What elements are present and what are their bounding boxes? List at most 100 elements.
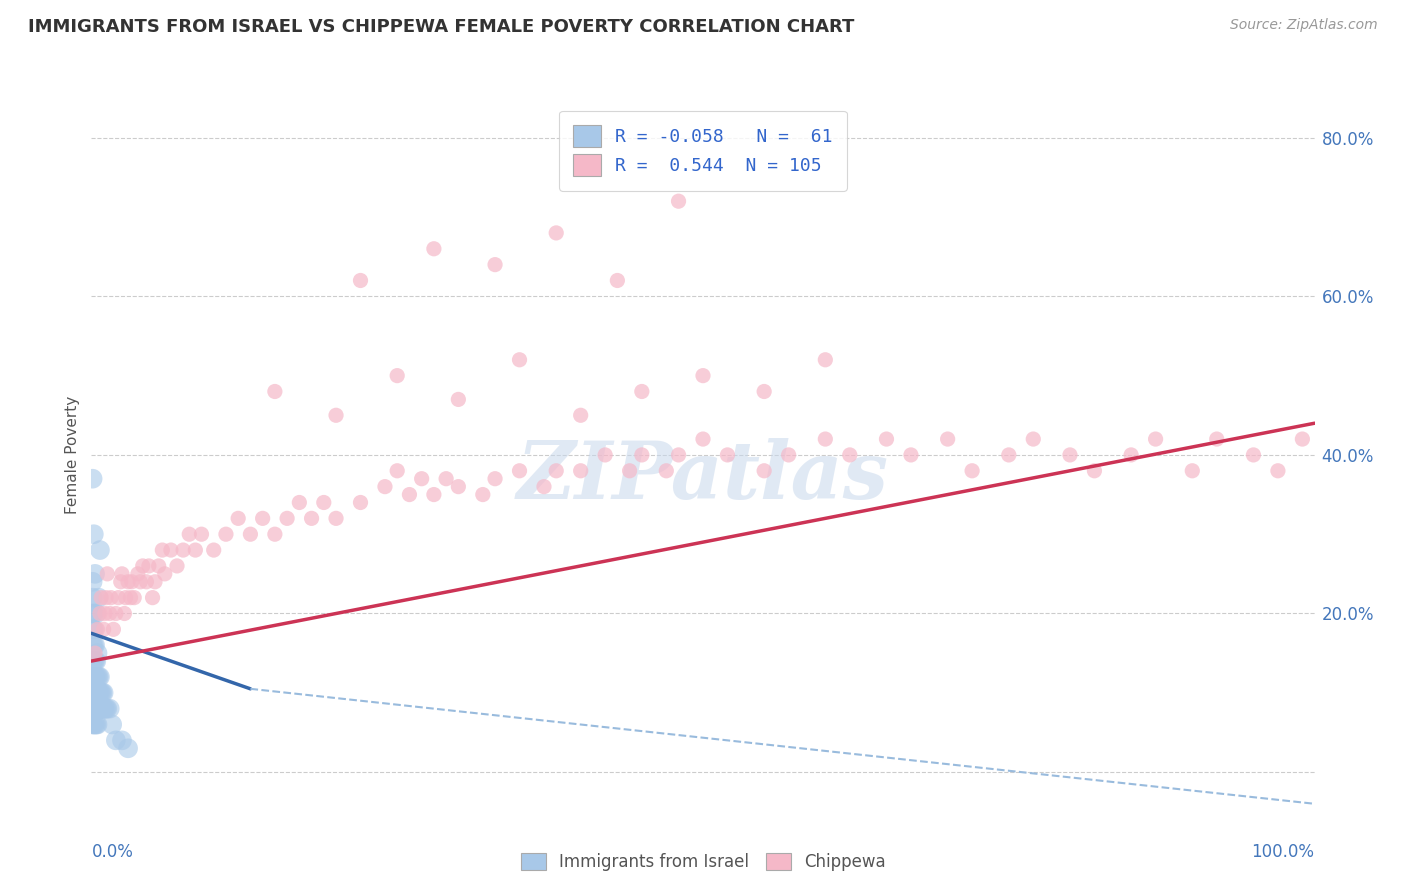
Point xyxy=(179,527,201,541)
Point xyxy=(82,701,104,715)
Point xyxy=(87,670,110,684)
Point xyxy=(107,591,129,605)
Point xyxy=(533,480,555,494)
Point xyxy=(900,448,922,462)
Point xyxy=(110,574,132,589)
Point xyxy=(94,591,117,605)
Point xyxy=(135,574,157,589)
Point xyxy=(129,574,152,589)
Point xyxy=(89,670,111,684)
Point xyxy=(202,543,225,558)
Point xyxy=(86,670,108,684)
Point xyxy=(1059,448,1081,462)
Point xyxy=(94,701,117,715)
Point xyxy=(86,686,108,700)
Point xyxy=(104,733,127,747)
Point xyxy=(94,701,117,715)
Point xyxy=(349,273,371,287)
Point xyxy=(103,623,125,637)
Point xyxy=(184,543,207,558)
Point xyxy=(1022,432,1045,446)
Point xyxy=(569,464,592,478)
Text: IMMIGRANTS FROM ISRAEL VS CHIPPEWA FEMALE POVERTY CORRELATION CHART: IMMIGRANTS FROM ISRAEL VS CHIPPEWA FEMAL… xyxy=(28,18,855,36)
Point xyxy=(114,591,136,605)
Point xyxy=(84,686,107,700)
Point xyxy=(606,273,628,287)
Point xyxy=(484,472,506,486)
Point xyxy=(83,623,105,637)
Point xyxy=(96,701,118,715)
Point xyxy=(1243,448,1265,462)
Point xyxy=(1181,464,1204,478)
Point xyxy=(122,591,145,605)
Point xyxy=(94,607,117,621)
Point xyxy=(423,487,446,501)
Point xyxy=(90,701,112,715)
Point xyxy=(82,654,104,668)
Point xyxy=(86,717,108,731)
Point xyxy=(93,623,115,637)
Text: 100.0%: 100.0% xyxy=(1251,843,1315,861)
Point xyxy=(91,701,114,715)
Point xyxy=(89,607,111,621)
Point xyxy=(226,511,249,525)
Point xyxy=(423,242,446,256)
Point xyxy=(87,591,110,605)
Point xyxy=(141,591,163,605)
Point xyxy=(87,686,110,700)
Point xyxy=(82,717,104,731)
Point xyxy=(101,717,124,731)
Text: Source: ZipAtlas.com: Source: ZipAtlas.com xyxy=(1230,18,1378,32)
Point xyxy=(325,511,347,525)
Point xyxy=(264,384,287,399)
Point xyxy=(84,670,107,684)
Point xyxy=(546,226,568,240)
Point xyxy=(86,646,108,660)
Point xyxy=(87,701,110,715)
Point xyxy=(83,638,105,652)
Point xyxy=(84,701,107,715)
Point xyxy=(120,591,142,605)
Point xyxy=(838,448,860,462)
Point xyxy=(754,464,776,478)
Point xyxy=(83,527,105,541)
Point xyxy=(84,566,107,581)
Point xyxy=(111,733,134,747)
Point xyxy=(112,607,135,621)
Point xyxy=(716,448,738,462)
Point xyxy=(93,686,115,700)
Point xyxy=(90,591,112,605)
Point xyxy=(98,701,121,715)
Point xyxy=(83,654,105,668)
Point xyxy=(82,670,104,684)
Point xyxy=(484,258,506,272)
Point xyxy=(166,558,188,573)
Point xyxy=(84,638,107,652)
Text: ZIPatlas: ZIPatlas xyxy=(517,438,889,515)
Point xyxy=(93,701,115,715)
Point xyxy=(593,448,616,462)
Point xyxy=(86,701,108,715)
Point xyxy=(143,574,166,589)
Point xyxy=(471,487,494,501)
Point xyxy=(84,607,107,621)
Point xyxy=(160,543,183,558)
Point xyxy=(1267,464,1289,478)
Point xyxy=(90,686,112,700)
Point xyxy=(89,701,111,715)
Point xyxy=(434,472,457,486)
Point xyxy=(117,574,139,589)
Point xyxy=(1144,432,1167,446)
Point xyxy=(89,543,111,558)
Point xyxy=(83,717,105,731)
Point xyxy=(374,480,396,494)
Point xyxy=(778,448,800,462)
Point xyxy=(84,686,107,700)
Point xyxy=(754,384,776,399)
Point xyxy=(447,480,470,494)
Point xyxy=(1291,432,1313,446)
Point xyxy=(239,527,262,541)
Point xyxy=(312,495,335,509)
Point xyxy=(631,448,654,462)
Point xyxy=(385,464,409,478)
